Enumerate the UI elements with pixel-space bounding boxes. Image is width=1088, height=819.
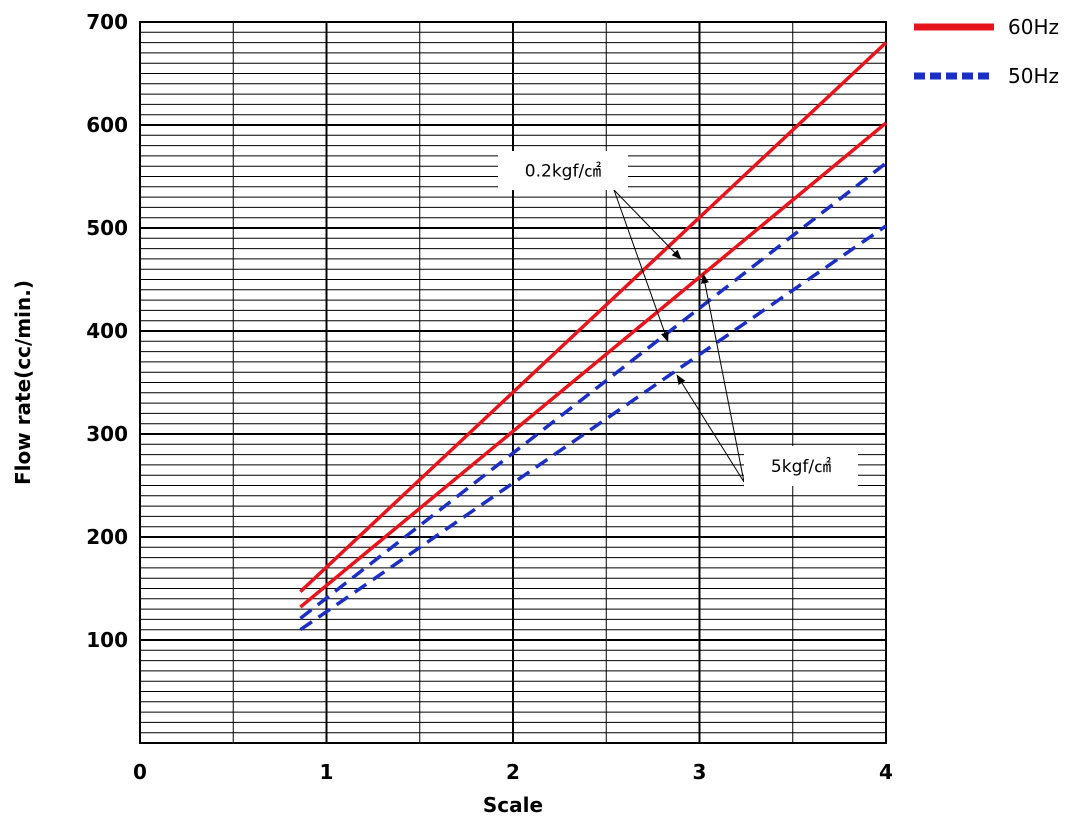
y-tick-label: 500 [86, 216, 128, 240]
x-tick-label: 3 [693, 760, 707, 784]
annotation-label: 0.2kgf/㎠ [525, 162, 601, 182]
y-tick-label: 600 [86, 113, 128, 137]
plot-area-border [139, 21, 887, 744]
x-axis-title: Scale [483, 793, 543, 817]
y-axis-ticks: 100 200 300 400 500 600 700 [86, 10, 128, 652]
annotation-arrow [613, 189, 682, 260]
annotation-arrow [701, 273, 745, 483]
annotation-arrow [613, 189, 669, 343]
major-gridlines [140, 22, 886, 743]
legend-label: 50Hz [1008, 64, 1059, 88]
series-line-3 [299, 161, 888, 620]
x-tick-label: 0 [133, 760, 147, 784]
annotation-box [498, 151, 628, 190]
series-line-2 [299, 121, 888, 609]
series-layer [299, 41, 888, 632]
annotation-arrow [676, 374, 745, 483]
annotation-layer: 0.2kgf/㎠ 5kgf/㎠ [498, 151, 858, 486]
x-tick-label: 1 [320, 760, 334, 784]
y-tick-label: 400 [86, 319, 128, 343]
legend: 60Hz 50Hz [914, 15, 1059, 88]
series-line-4 [299, 224, 887, 632]
y-axis-title: Flow rate(cc/min.) [11, 280, 35, 485]
y-tick-label: 100 [86, 628, 128, 652]
y-tick-label: 200 [86, 525, 128, 549]
annotation-box [744, 446, 858, 486]
series-line-1 [299, 41, 888, 593]
x-tick-label: 4 [879, 760, 893, 784]
x-axis-ticks: 0 1 2 3 4 [133, 760, 893, 784]
x-tick-label: 2 [506, 760, 520, 784]
y-tick-label: 300 [86, 422, 128, 446]
legend-label: 60Hz [1008, 15, 1059, 39]
y-tick-label: 700 [86, 10, 128, 34]
annotation-label: 5kgf/㎠ [771, 457, 831, 477]
